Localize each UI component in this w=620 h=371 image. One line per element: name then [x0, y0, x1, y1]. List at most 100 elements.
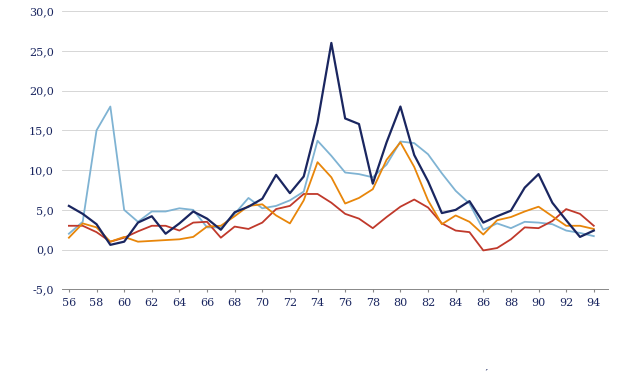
France: [562, 228, 570, 233]
Royaume-Uni: [107, 243, 114, 247]
France: [383, 162, 391, 167]
Royaume-Uni: [120, 239, 128, 244]
Royaume-Uni: [231, 210, 238, 214]
Royaume-Uni: [562, 218, 570, 223]
Royaume-Uni: [397, 104, 404, 109]
France: [148, 209, 156, 214]
France: [438, 171, 446, 175]
Line: États-Unis: États-Unis: [69, 142, 594, 242]
États-Unis: [217, 224, 224, 228]
États-Unis: [79, 221, 86, 226]
France: [466, 201, 473, 206]
Allemagne: [383, 215, 391, 219]
France: [397, 139, 404, 144]
États-Unis: [314, 160, 321, 164]
États-Unis: [562, 224, 570, 228]
France: [342, 170, 349, 175]
Allemagne: [327, 200, 335, 205]
Royaume-Uni: [272, 173, 280, 177]
Legend: France, Allemagne, Royaume-Uni, États-Unis: France, Allemagne, Royaume-Uni, États-Un…: [122, 367, 548, 371]
États-Unis: [120, 235, 128, 239]
Allemagne: [438, 221, 446, 226]
Allemagne: [107, 239, 114, 244]
Allemagne: [507, 237, 515, 242]
États-Unis: [107, 239, 114, 244]
Line: Royaume-Uni: Royaume-Uni: [69, 43, 594, 245]
France: [300, 189, 308, 194]
France: [65, 232, 73, 236]
États-Unis: [590, 227, 598, 231]
France: [507, 226, 515, 230]
France: [135, 220, 142, 224]
Royaume-Uni: [342, 116, 349, 121]
États-Unis: [93, 225, 100, 230]
Line: France: France: [69, 106, 594, 236]
Royaume-Uni: [259, 197, 266, 201]
France: [231, 211, 238, 216]
Royaume-Uni: [438, 211, 446, 215]
Allemagne: [245, 227, 252, 231]
Allemagne: [410, 197, 418, 202]
États-Unis: [535, 204, 542, 209]
États-Unis: [135, 239, 142, 244]
Allemagne: [562, 207, 570, 211]
Royaume-Uni: [79, 211, 86, 216]
France: [410, 141, 418, 145]
Allemagne: [217, 236, 224, 240]
Allemagne: [535, 226, 542, 230]
États-Unis: [272, 213, 280, 218]
France: [120, 208, 128, 212]
Allemagne: [148, 224, 156, 228]
Allemagne: [65, 224, 73, 228]
Allemagne: [342, 211, 349, 216]
Allemagne: [452, 228, 459, 233]
Royaume-Uni: [383, 140, 391, 145]
États-Unis: [549, 214, 556, 219]
France: [203, 225, 211, 230]
Royaume-Uni: [217, 227, 224, 232]
France: [590, 234, 598, 238]
Allemagne: [424, 205, 432, 210]
Allemagne: [466, 230, 473, 234]
France: [424, 152, 432, 157]
États-Unis: [494, 218, 501, 223]
États-Unis: [175, 237, 183, 242]
États-Unis: [397, 140, 404, 145]
Royaume-Uni: [410, 153, 418, 157]
France: [162, 209, 169, 214]
France: [521, 220, 528, 224]
France: [286, 198, 294, 203]
Line: Allemagne: Allemagne: [69, 194, 594, 250]
États-Unis: [424, 198, 432, 203]
Allemagne: [203, 220, 211, 224]
États-Unis: [369, 187, 376, 191]
Royaume-Uni: [479, 220, 487, 225]
États-Unis: [342, 201, 349, 206]
France: [272, 204, 280, 208]
Royaume-Uni: [521, 186, 528, 190]
Royaume-Uni: [203, 216, 211, 221]
États-Unis: [245, 204, 252, 208]
Royaume-Uni: [175, 221, 183, 226]
États-Unis: [286, 221, 294, 226]
France: [259, 206, 266, 210]
Allemagne: [369, 226, 376, 230]
France: [494, 221, 501, 226]
Royaume-Uni: [314, 120, 321, 125]
France: [93, 128, 100, 132]
Allemagne: [190, 220, 197, 225]
Allemagne: [93, 230, 100, 234]
Royaume-Uni: [549, 200, 556, 205]
États-Unis: [383, 158, 391, 162]
Royaume-Uni: [466, 199, 473, 203]
France: [369, 175, 376, 180]
Allemagne: [397, 204, 404, 209]
France: [175, 206, 183, 210]
Royaume-Uni: [65, 204, 73, 208]
Royaume-Uni: [162, 232, 169, 236]
Royaume-Uni: [494, 214, 501, 219]
États-Unis: [521, 209, 528, 214]
Allemagne: [521, 225, 528, 230]
Royaume-Uni: [148, 214, 156, 219]
Allemagne: [549, 219, 556, 223]
